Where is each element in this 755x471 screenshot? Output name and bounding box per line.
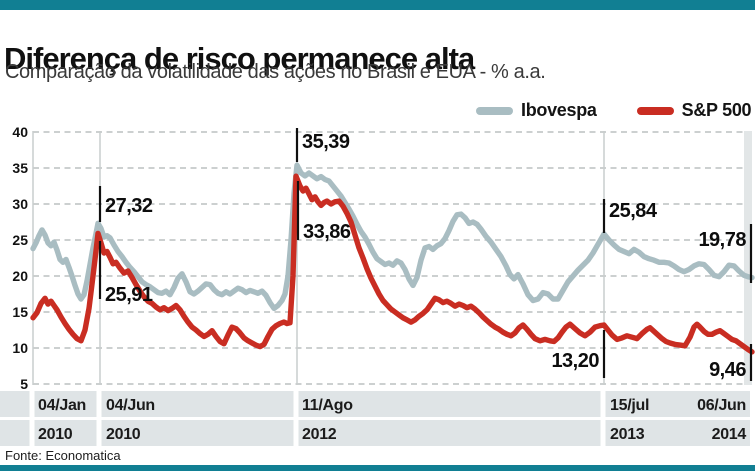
- x-axis-band-segment: [605, 420, 750, 446]
- page-title: Diferença de risco permanece alta: [4, 40, 475, 76]
- x-year-label: 2013: [610, 426, 645, 443]
- y-tick-label-35: 35: [12, 160, 28, 176]
- x-year-label: 2014: [712, 426, 747, 443]
- y-tick-label-15: 15: [12, 304, 28, 320]
- x-date-label: 15/jul: [610, 397, 649, 414]
- series-line-sp500: [30, 173, 755, 355]
- legend-item-ibovespa: Ibovespa: [476, 100, 597, 121]
- y-tick-label-5: 5: [20, 376, 28, 392]
- x-axis-band-segment: [298, 391, 601, 417]
- sp500-line-swatch: [636, 106, 674, 115]
- x-year-label: 2010: [38, 426, 73, 443]
- y-tick-label-25: 25: [12, 232, 28, 248]
- y-tick-label-10: 10: [12, 340, 28, 356]
- x-date-label: 04/Jan: [38, 397, 86, 414]
- ibovespa-line-swatch: [476, 106, 513, 115]
- x-axis-band-segment: [101, 391, 294, 417]
- annotation-value-19,78: 19,78: [698, 229, 746, 251]
- x-axis-band-segment: [34, 391, 97, 417]
- annotation-value-25,84: 25,84: [609, 200, 658, 222]
- legend-label-sp500: S&P 500: [681, 100, 752, 120]
- chart-legend: Ibovespa S&P 500: [476, 100, 752, 121]
- annotation-value-25,91: 25,91: [105, 284, 153, 306]
- series-line-ibovespa: [30, 162, 755, 312]
- bottom-accent-bar: [0, 465, 755, 471]
- y-tick-label-20: 20: [12, 268, 28, 284]
- x-date-label: 06/Jun: [697, 397, 746, 414]
- x-year-label: 2010: [106, 426, 141, 443]
- x-axis-band-segment: [0, 391, 30, 417]
- x-axis-band-segment: [605, 391, 750, 417]
- chart-subtitle: Comparação da volatilidade das ações no …: [5, 61, 546, 83]
- y-tick-label-40: 40: [12, 124, 28, 140]
- x-axis-band-segment: [101, 420, 294, 446]
- legend-item-sp500: S&P 500: [636, 100, 752, 121]
- x-axis-band-segment: [298, 420, 601, 446]
- x-axis-band-segment: [34, 420, 97, 446]
- x-date-label: 04/Jun: [106, 397, 155, 414]
- x-axis-band-segment: [0, 420, 30, 446]
- annotation-value-13,20: 13,20: [551, 350, 599, 372]
- source-note: Fonte: Economatica: [5, 448, 121, 463]
- annotation-value-9,46: 9,46: [709, 359, 746, 381]
- y-tick-label-30: 30: [12, 196, 28, 212]
- legend-label-ibovespa: Ibovespa: [521, 100, 597, 120]
- top-accent-bar: [0, 0, 755, 10]
- x-year-label: 2012: [302, 426, 337, 443]
- x-date-label: 11/Ago: [302, 397, 353, 414]
- annotation-value-33,86: 33,86: [303, 221, 351, 243]
- annotation-value-27,32: 27,32: [105, 195, 153, 217]
- annotation-value-35,39: 35,39: [302, 131, 350, 153]
